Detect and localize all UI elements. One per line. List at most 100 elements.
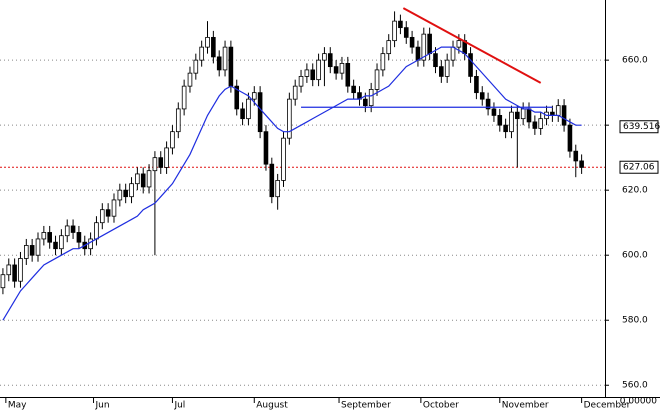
y-tick-label: 620.0 bbox=[622, 186, 648, 196]
candle-body bbox=[111, 199, 117, 217]
y-tick-label: 580.0 bbox=[622, 316, 648, 326]
candle-body bbox=[515, 111, 520, 120]
candle-body bbox=[339, 62, 345, 74]
candle-body bbox=[333, 66, 339, 74]
candle-body bbox=[456, 40, 462, 48]
candle-body bbox=[281, 137, 286, 181]
candle-body bbox=[287, 98, 292, 139]
candle-body bbox=[53, 241, 58, 250]
candle-body bbox=[123, 189, 128, 198]
candle-body bbox=[275, 180, 280, 198]
candle-body bbox=[573, 150, 579, 162]
candle-body bbox=[292, 85, 298, 100]
candle-body bbox=[351, 85, 356, 94]
x-tick-label: August bbox=[256, 401, 288, 411]
x-tick-label: December bbox=[584, 401, 631, 411]
candle-body bbox=[135, 173, 140, 185]
candle-body bbox=[0, 274, 6, 289]
candle-body bbox=[363, 98, 368, 107]
candle-body bbox=[316, 59, 321, 81]
moving-average bbox=[2, 46, 582, 321]
candle-body bbox=[152, 157, 158, 172]
price-label: 639.516 bbox=[623, 122, 660, 132]
candle-body bbox=[187, 72, 193, 87]
candle-body bbox=[310, 69, 316, 81]
candle-body bbox=[322, 53, 327, 61]
candle-body bbox=[117, 189, 123, 201]
candle-body bbox=[64, 225, 70, 237]
candle-body bbox=[193, 59, 199, 74]
x-tick-label: Jul bbox=[173, 401, 185, 411]
candle-body bbox=[468, 53, 473, 77]
candle-body bbox=[474, 75, 479, 94]
candle-body bbox=[18, 258, 23, 282]
candle-body bbox=[403, 27, 409, 38]
candle-body bbox=[433, 53, 438, 68]
trendline bbox=[402, 7, 542, 84]
candle-body bbox=[175, 108, 181, 133]
candle-body bbox=[479, 92, 485, 100]
x-tick-label: November bbox=[502, 401, 549, 411]
candle-body bbox=[491, 108, 497, 116]
candle-body bbox=[164, 147, 169, 168]
candle-body bbox=[24, 245, 29, 259]
y-tick-label: 560.0 bbox=[622, 381, 648, 391]
candle-body bbox=[263, 131, 269, 165]
candle-body bbox=[427, 33, 432, 55]
candle-body bbox=[246, 98, 251, 120]
candle-body bbox=[444, 59, 450, 77]
candle-body bbox=[199, 46, 204, 61]
candle-body bbox=[345, 62, 351, 87]
candle-body bbox=[228, 46, 234, 87]
candle-body bbox=[368, 89, 374, 107]
candle-body bbox=[415, 46, 421, 61]
price-label: 627.06 bbox=[623, 163, 655, 173]
x-tick-label: Jun bbox=[95, 401, 110, 411]
candle-body bbox=[497, 115, 503, 126]
candle-body bbox=[439, 66, 444, 77]
candle-body bbox=[298, 75, 304, 87]
candle-body bbox=[12, 264, 17, 282]
candle-body bbox=[216, 56, 222, 71]
candle-body bbox=[59, 235, 64, 250]
candle-body bbox=[205, 36, 210, 48]
candle-body bbox=[129, 183, 134, 198]
candle-body bbox=[181, 85, 187, 110]
candle-body bbox=[6, 264, 12, 276]
candle-body bbox=[567, 124, 573, 152]
candle-body bbox=[251, 92, 257, 100]
candle-body bbox=[304, 69, 310, 77]
candle-body bbox=[450, 46, 456, 61]
x-tick-label: September bbox=[341, 401, 391, 411]
candle-body bbox=[222, 46, 228, 71]
candle-body bbox=[503, 124, 508, 133]
candle-body bbox=[509, 111, 514, 133]
candle-body bbox=[386, 40, 392, 55]
candle-body bbox=[579, 160, 584, 168]
price-box bbox=[619, 120, 659, 134]
candle-body bbox=[409, 36, 415, 48]
candle-body bbox=[269, 163, 275, 198]
candle-body bbox=[392, 20, 397, 42]
y-tick-label: 660.0 bbox=[622, 56, 648, 66]
candle-body bbox=[240, 108, 245, 120]
candle-body bbox=[70, 225, 76, 233]
candle-body bbox=[327, 53, 333, 68]
candle-body bbox=[532, 121, 538, 129]
candle-body bbox=[76, 232, 82, 243]
candle-body bbox=[374, 69, 380, 90]
candle-body bbox=[555, 105, 561, 116]
y-tick-label: 600.0 bbox=[622, 251, 648, 261]
x-tick-label: May bbox=[8, 401, 27, 411]
candle-body bbox=[94, 222, 99, 240]
price-box bbox=[619, 160, 659, 174]
candle-body bbox=[146, 170, 152, 188]
corner-label: 0.00000 bbox=[620, 397, 657, 407]
candle-body bbox=[88, 238, 93, 250]
candle-body bbox=[99, 209, 105, 224]
candle-body bbox=[29, 245, 35, 256]
candle-body bbox=[561, 105, 567, 126]
candle-body bbox=[234, 85, 240, 110]
candle-body bbox=[140, 173, 146, 188]
